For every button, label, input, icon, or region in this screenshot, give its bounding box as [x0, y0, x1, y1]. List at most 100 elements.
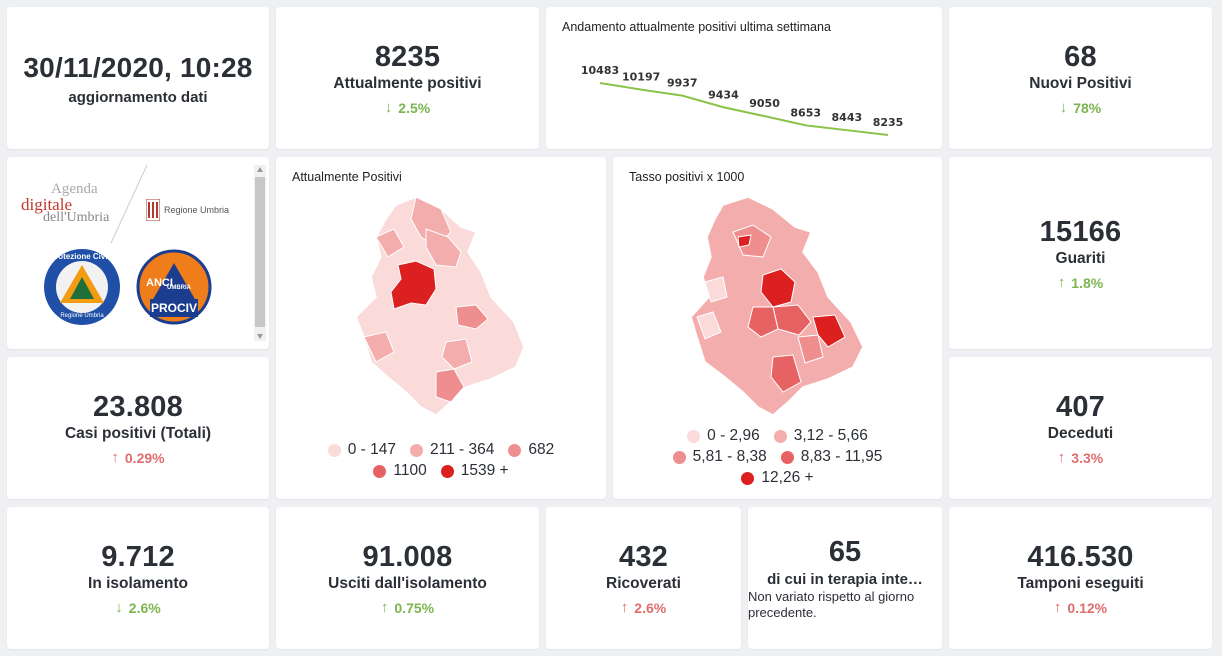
map-positivi-title: Attualmente Positivi — [292, 170, 402, 184]
isolamento-delta-value: 2.6% — [128, 599, 161, 616]
nuovi-card: 68 Nuovi Positivi ↓ 78% — [949, 7, 1212, 149]
legend-dot-icon — [440, 464, 454, 478]
map-positivi-legend-item[interactable]: 1539 + — [440, 462, 509, 480]
legend-dot-icon — [780, 450, 794, 464]
ricoverati-label: Ricoverati — [606, 575, 681, 592]
trend-data-label: 8653 — [790, 106, 821, 119]
arrow-down-icon: ↓ — [384, 99, 393, 116]
usciti-delta: ↑ 0.75% — [381, 599, 434, 616]
legend-dot-icon — [672, 450, 686, 464]
usciti-card: 91.008 Usciti dall'isolamento ↑ 0.75% — [276, 507, 539, 649]
guariti-card: 15166 Guariti ↑ 1.8% — [949, 157, 1212, 349]
deceduti-label: Deceduti — [1047, 425, 1114, 442]
trend-card: Andamento attualmente positivi ultima se… — [546, 7, 942, 149]
positivi-label: Attualmente positivi — [333, 75, 482, 92]
map-tasso-legend-item[interactable]: 5,81 - 8,38 — [672, 448, 767, 466]
prociv-text: PROCIV — [150, 301, 197, 315]
isolamento-value: 9.712 — [101, 541, 175, 573]
ricoverati-delta-value: 2.6% — [634, 599, 667, 616]
map-tasso-title: Tasso positivi x 1000 — [629, 170, 745, 184]
deceduti-delta: ↑ 3.3% — [1058, 449, 1103, 466]
guariti-delta-value: 1.8% — [1071, 274, 1104, 291]
legend-dot-icon — [373, 464, 387, 478]
digitale-text: digitale — [21, 195, 72, 214]
regione-umbria-text: Regione Umbria — [164, 205, 230, 215]
anci-text: ANCI — [146, 277, 173, 289]
legend-label: 0 - 2,96 — [707, 427, 760, 444]
map-positivi-legend-item[interactable]: 1100 — [373, 462, 427, 480]
positivi-card: 8235 Attualmente positivi ↓ 2.5% — [276, 7, 539, 149]
dellumbria-text: dell'Umbria — [43, 210, 110, 225]
arrow-up-icon: ↑ — [1053, 599, 1062, 616]
map-positivi-legend-item[interactable]: 0 - 147 — [327, 441, 397, 459]
nuovi-value: 68 — [1064, 41, 1097, 73]
legend-dot-icon — [773, 429, 787, 443]
casi-delta-value: 0.29% — [124, 449, 165, 466]
legend-label: 3,12 - 5,66 — [793, 427, 868, 444]
legend-label: 8,83 - 11,95 — [800, 448, 883, 465]
terapia-value: 65 — [828, 536, 862, 568]
ricoverati-value: 432 — [619, 541, 668, 573]
trend-title: Andamento attualmente positivi ultima se… — [562, 20, 831, 34]
isolamento-label: In isolamento — [88, 575, 188, 592]
map-tasso-legend-item[interactable]: 3,12 - 5,66 — [773, 427, 868, 445]
logos-card: Agenda digitale dell'Umbria Regione Umbr… — [7, 157, 269, 349]
legend-label: 211 - 364 — [430, 441, 495, 458]
arrow-up-icon: ↑ — [111, 449, 119, 466]
legend-label: 12,26 + — [761, 469, 814, 486]
legend-dot-icon — [508, 443, 522, 457]
nuovi-delta: ↓ 78% — [1060, 99, 1102, 116]
map-tasso-legend-item[interactable]: 12,26 + — [741, 469, 814, 487]
casi-value: 23.808 — [93, 391, 183, 423]
map-tasso-card: Tasso positivi x 1000 0 - 2,96 3,12 - 5,6… — [613, 157, 942, 499]
anci-sub-text: UMBRIA — [167, 285, 191, 291]
scroll-thumb[interactable] — [255, 177, 265, 327]
positivi-delta-value: 2.5% — [398, 99, 431, 116]
terapia-card: 65 di cui in terapia inte… Non variato r… — [748, 507, 942, 649]
guariti-value: 15166 — [1039, 216, 1122, 248]
trend-data-label: 9434 — [708, 88, 739, 101]
usciti-delta-value: 0.75% — [394, 599, 435, 616]
map-tasso-legend: 0 - 2,96 3,12 - 5,66 5,81 - 8,38 8,83 - 11,… — [613, 427, 942, 490]
nuovi-label: Nuovi Positivi — [1029, 75, 1132, 92]
legend-label: 0 - 147 — [347, 441, 397, 458]
map-tasso-legend-item[interactable]: 0 - 2,96 — [687, 427, 760, 445]
trend-data-label: 8235 — [873, 116, 904, 129]
legend-dot-icon — [410, 443, 424, 457]
deceduti-delta-value: 3.3% — [1071, 449, 1104, 466]
umbria-map-positivi[interactable] — [276, 157, 606, 499]
protezione-civile-text: Protezione Civile — [49, 252, 115, 261]
tamponi-label: Tamponi eseguiti — [1017, 575, 1144, 592]
protezione-sub-text: Regione Umbria — [60, 313, 104, 319]
map-positivi-legend-item[interactable]: 211 - 364 — [410, 441, 494, 459]
nuovi-delta-value: 78% — [1073, 99, 1102, 116]
casi-label: Casi positivi (Totali) — [64, 425, 212, 442]
legend-label: 1539 + — [460, 462, 509, 479]
positivi-value: 8235 — [374, 41, 441, 73]
scroll-down-icon[interactable] — [257, 334, 263, 339]
trend-data-label: 8443 — [832, 111, 863, 124]
legend-dot-icon — [327, 443, 341, 457]
casi-delta: ↑ 0.29% — [111, 449, 164, 466]
trend-data-label: 9050 — [749, 97, 780, 110]
umbria-map-tasso[interactable] — [613, 157, 942, 499]
legend-label: 1100 — [393, 462, 427, 479]
usciti-value: 91.008 — [362, 541, 453, 573]
deceduti-value: 407 — [1056, 391, 1105, 423]
deceduti-card: 407 Deceduti ↑ 3.3% — [949, 357, 1212, 499]
update-datetime: 30/11/2020, 10:28 — [23, 51, 253, 83]
map-positivi-legend-item[interactable]: 682 — [508, 441, 554, 459]
regione-emblem-icon — [146, 199, 160, 221]
legend-label: 5,81 - 8,38 — [692, 448, 767, 465]
scroll-up-icon[interactable] — [257, 167, 263, 172]
arrow-up-icon: ↑ — [380, 599, 389, 616]
logos-scrollbar[interactable] — [254, 165, 266, 341]
map-tasso-legend-item[interactable]: 8,83 - 11,95 — [780, 448, 883, 466]
positivi-delta: ↓ 2.5% — [385, 99, 430, 116]
legend-label: 682 — [528, 441, 555, 458]
trend-series-line — [599, 82, 889, 136]
terapia-label: di cui in terapia inte… — [767, 571, 923, 588]
tamponi-value: 416.530 — [1027, 541, 1134, 573]
legend-dot-icon — [741, 471, 755, 485]
